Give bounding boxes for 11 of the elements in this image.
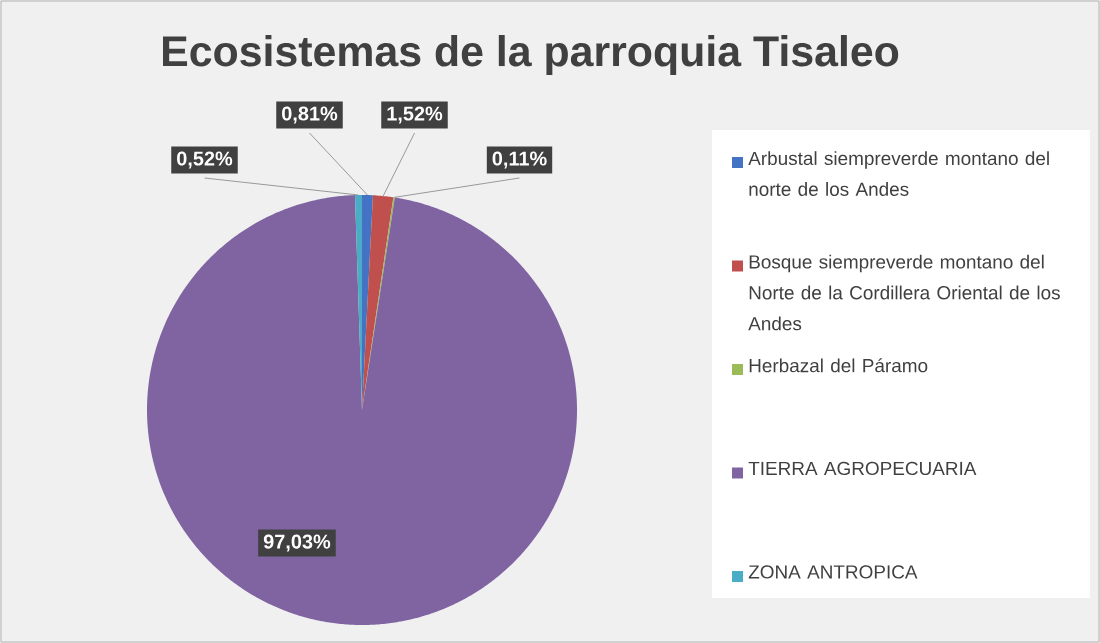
data-label: 0,11% bbox=[492, 151, 547, 169]
data-label: 1,52% bbox=[387, 106, 443, 124]
legend-label: Herbazal del Páramo bbox=[749, 358, 928, 373]
data-label: 0,52% bbox=[177, 151, 233, 169]
legend-label: Arbustal siempreverde montano del norte de los Andes bbox=[748, 151, 1049, 196]
data-label: 97,03% bbox=[263, 534, 331, 552]
legend-label: TIERRA AGROPECUARIA bbox=[748, 461, 977, 476]
chart-title: Ecosistemas de la parroquia Tisaleo bbox=[163, 35, 899, 75]
legend-label: Bosque siempreverde montano del Norte de la Cordillera Oriental de los Andes bbox=[748, 254, 1060, 331]
data-label: 0,81% bbox=[282, 106, 338, 124]
legend-label: ZONA ANTROPICA bbox=[748, 565, 918, 579]
